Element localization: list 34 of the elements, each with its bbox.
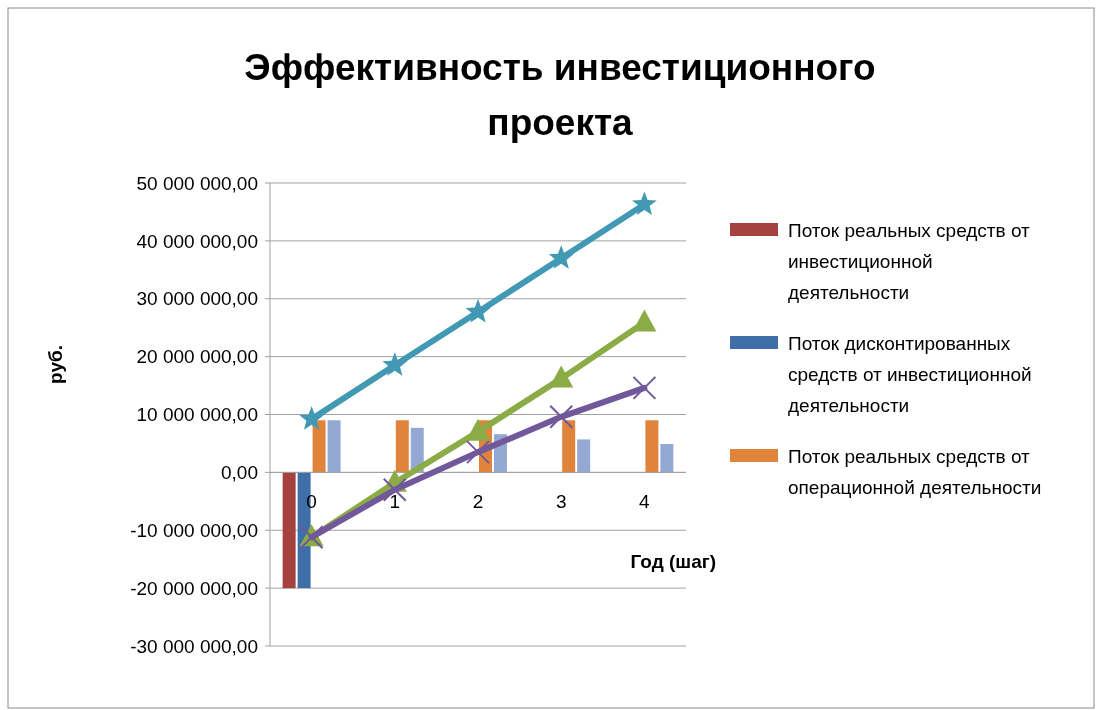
bar [660, 444, 674, 473]
y-tick-label: 10 000 000,00 [136, 404, 258, 426]
point [299, 406, 324, 430]
y-tick-label: 40 000 000,00 [136, 230, 258, 252]
bar [395, 420, 409, 473]
point [465, 299, 491, 323]
x-tick-label: 3 [555, 491, 567, 513]
point [466, 418, 490, 441]
chart-title: Эффективность инвестиционного проекта [244, 47, 876, 143]
y-axis-title: руб. [45, 345, 66, 384]
bar [577, 439, 591, 473]
point [548, 245, 574, 269]
bar [562, 420, 576, 473]
y-tick-label: -30 000 000,00 [130, 635, 258, 657]
point [632, 191, 657, 215]
y-tick-label: -20 000 000,00 [130, 577, 258, 599]
y-tick-label: -10 000 000,00 [130, 519, 258, 541]
legend-label: Поток реальных средств от операционной деятельности [788, 445, 1042, 498]
x-tick-label: 2 [472, 491, 484, 513]
legend-label: Поток дисконтированных средств от инвестиционной деятельности [788, 332, 1032, 416]
x-tick-label: 4 [639, 491, 651, 513]
bar [282, 472, 296, 589]
legend-label: Поток реальных средств от инвестиционной деятельности [788, 219, 1031, 303]
point [382, 352, 408, 376]
x-tick-label: 1 [389, 491, 401, 513]
x-axis-title: Год (шаг) [630, 551, 716, 573]
bar [327, 420, 341, 473]
y-tick-label: 20 000 000,00 [136, 346, 258, 368]
y-tick-label: 50 000 000,00 [136, 172, 258, 194]
y-tick-label: 30 000 000,00 [136, 288, 258, 310]
point [549, 365, 574, 388]
bar [645, 420, 659, 473]
bar [312, 420, 326, 473]
y-tick-label: 0,00 [221, 462, 258, 484]
